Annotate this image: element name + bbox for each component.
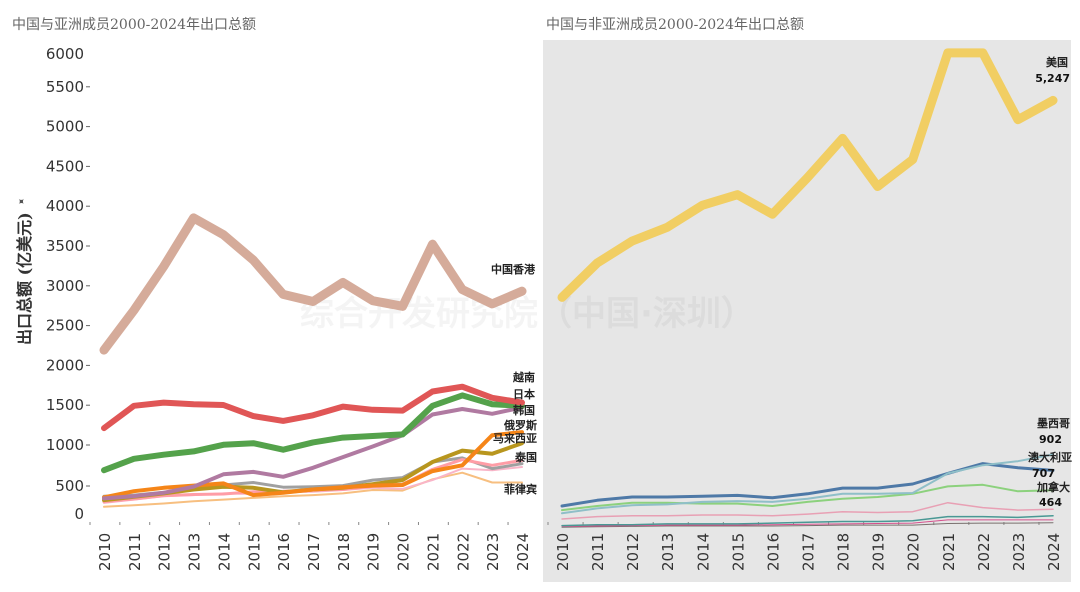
x-tick-label: 2019 [870,533,888,571]
series-label: 中国香港 [491,262,536,276]
x-tick-label: 2024 [1045,533,1063,571]
x-tick-label: 2010 [554,533,572,571]
left-chart-lines [99,213,527,508]
x-tick-label: 2018 [335,533,353,571]
x-tick-label: 2016 [764,533,782,571]
y-tick-label: 4500 [46,157,84,175]
y-tick-label: 2500 [46,317,84,335]
left-series-line [101,383,525,432]
right-chart-lines [557,48,1058,528]
series-label: 马来西亚 [493,431,537,445]
series-label: 俄罗斯 [503,418,537,432]
right-x-axis: 2010 2011 2012 2013 2014 2015 2016 2017 2018 2019… [547,522,1063,571]
x-tick-label: 2022 [975,533,993,571]
left-y-axis: 0 500 1000 1500 2000 2500 3000 3500 4000 4500 5000… [46,45,90,523]
x-tick-label: 2012 [156,533,174,571]
series-label: 墨西哥 [1037,417,1070,430]
y-tick-label: 5000 [46,118,84,136]
y-tick-label: 1000 [46,436,84,454]
x-tick-label: 2013 [659,533,677,571]
x-tick-label: 2014 [694,533,712,571]
x-tick-label: 2023 [484,533,502,571]
series-label: 韩国 [513,403,535,417]
x-tick-label: 2017 [305,533,323,571]
x-tick-label: 2020 [395,533,413,571]
series-label: 菲律宾 [504,482,537,496]
x-tick-label: 2010 [96,533,114,571]
right-chart-background [543,40,1071,582]
series-end-value: 902 [1039,433,1062,446]
series-end-value: 464 [1039,496,1062,509]
x-tick-label: 2013 [186,533,204,571]
series-label: 日本 [513,387,535,401]
x-tick-label: 2023 [1010,533,1028,571]
y-tick-label: 500 [55,477,84,495]
x-tick-label: 2014 [215,533,233,571]
series-label: 澳大利亚 [1028,450,1072,464]
x-tick-label: 2015 [729,533,747,571]
x-tick-label: 2011 [589,533,607,571]
x-tick-label: 2021 [940,533,958,571]
x-tick-label: 2015 [245,533,263,571]
x-tick-label: 2017 [799,533,817,571]
series-end-value: 707 [1032,467,1055,480]
series-label: 泰国 [514,450,537,464]
x-tick-label: 2016 [275,533,293,571]
series-label: 加拿大 [1036,480,1070,494]
left-x-axis: 2010 2011 2012 2013 2014 2015 2016 2017 2018 2019… [89,522,532,571]
y-tick-label: 4000 [46,197,84,215]
y-tick-label: 5500 [46,78,84,96]
x-tick-label: 2024 [514,533,532,571]
y-tick-label: 3000 [46,277,84,295]
y-tick-label: 0 [74,505,84,523]
x-tick-label: 2021 [424,533,442,571]
x-tick-label: 2019 [365,533,383,571]
series-label: 越南 [512,370,535,384]
x-tick-label: 2011 [126,533,144,571]
series-label: 美国 [1046,55,1068,69]
x-tick-label: 2022 [454,533,472,571]
left-chart-title: 中国与亚洲成员2000-2024年出口总额 [12,17,256,33]
right-chart-title: 中国与非亚洲成员2000-2024年出口总额 [546,17,804,33]
x-tick-label: 2020 [905,533,923,571]
x-tick-label: 2018 [835,533,853,571]
y-tick-label: 6000 [46,45,84,63]
pin-icon: ✦ [15,195,29,209]
y-axis-label: 出口总额 (亿美元) [15,212,34,345]
x-tick-label: 2012 [624,533,642,571]
y-tick-label: 3500 [46,237,84,255]
y-tick-label: 1500 [46,396,84,414]
y-tick-label: 2000 [46,356,84,374]
series-end-value: 5,247 [1035,72,1070,85]
